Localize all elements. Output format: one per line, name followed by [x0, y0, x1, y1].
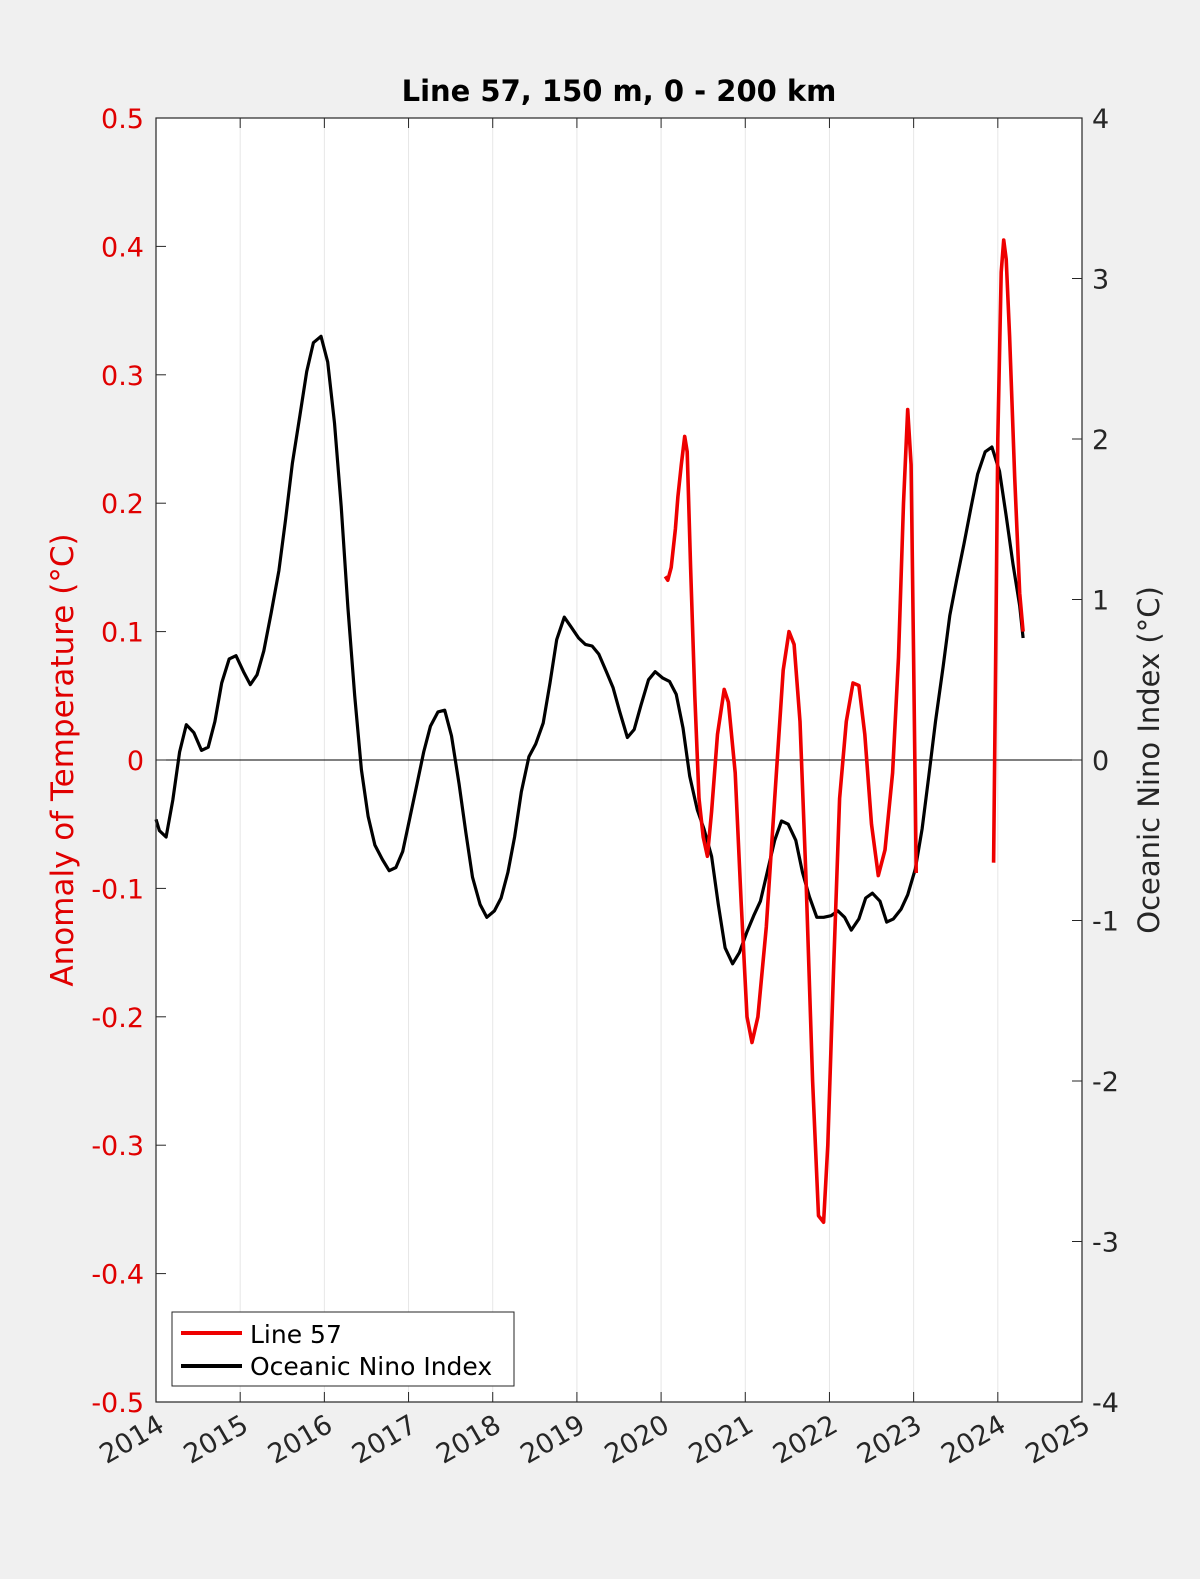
x-tick-label: 2021	[684, 1409, 759, 1470]
x-tick-label: 2022	[768, 1409, 843, 1470]
y-right-axis-ticks: -4 -3 -2 -1 0 1 2 3 4	[1072, 104, 1119, 1419]
y-right-tick-label: -4	[1092, 1388, 1119, 1419]
y-left-tick-label: 0	[127, 746, 144, 777]
x-tick-label: 2016	[263, 1409, 338, 1470]
x-tick-label: 2017	[347, 1409, 422, 1470]
legend-label-oni: Oceanic Nino Index	[250, 1352, 492, 1381]
chart-title: Line 57, 150 m, 0 - 200 km	[402, 74, 837, 108]
y-left-tick-label: -0.3	[91, 1131, 144, 1162]
x-tick-label: 2015	[179, 1409, 254, 1470]
y-right-tick-label: 1	[1092, 586, 1109, 617]
y-right-axis-label: Oceanic Nino Index (°C)	[1132, 586, 1166, 934]
y-left-axis-ticks: -0.5 -0.4 -0.3 -0.2 -0.1 0 0.1 0.2 0.3 0.4 0.5	[91, 104, 166, 1419]
x-tick-label: 2019	[515, 1409, 590, 1470]
x-tick-label: 2023	[852, 1409, 927, 1470]
y-right-tick-label: -2	[1092, 1067, 1119, 1098]
y-right-tick-label: 2	[1092, 425, 1109, 456]
legend-label-line-57: Line 57	[250, 1320, 342, 1349]
y-right-tick-label: 4	[1092, 104, 1109, 135]
y-left-tick-label: 0.4	[101, 232, 144, 263]
series-layer	[154, 238, 1025, 1224]
x-tick-label: 2020	[600, 1409, 675, 1470]
y-left-tick-label: 0.5	[101, 104, 144, 135]
y-left-tick-label: 0.1	[101, 618, 144, 649]
series-line-oceanic-nino-index	[154, 334, 1025, 966]
y-right-tick-label: -3	[1092, 1228, 1119, 1259]
y-left-tick-label: -0.5	[91, 1388, 144, 1419]
y-left-tick-label: -0.1	[91, 874, 144, 905]
y-right-tick-label: 3	[1092, 265, 1109, 296]
x-tick-label: 2024	[936, 1409, 1011, 1470]
legend: Line 57 Oceanic Nino Index	[171, 1311, 515, 1387]
y-right-tick-label: -1	[1092, 907, 1119, 938]
y-right-tick-label: 0	[1092, 746, 1109, 777]
y-left-tick-label: 0.3	[101, 361, 144, 392]
x-tick-label: 2025	[1020, 1409, 1095, 1470]
y-left-axis-label: Anomaly of Temperature (°C)	[45, 533, 81, 986]
x-tick-label: 2018	[431, 1409, 506, 1470]
y-left-tick-label: -0.4	[91, 1260, 144, 1291]
y-left-tick-label: -0.2	[91, 1003, 144, 1034]
series-line-line-57-segment-1	[663, 407, 918, 1224]
y-left-tick-label: 0.2	[101, 489, 144, 520]
legend-box	[171, 1311, 515, 1387]
series-line-line-57-segment-2	[991, 238, 1025, 863]
